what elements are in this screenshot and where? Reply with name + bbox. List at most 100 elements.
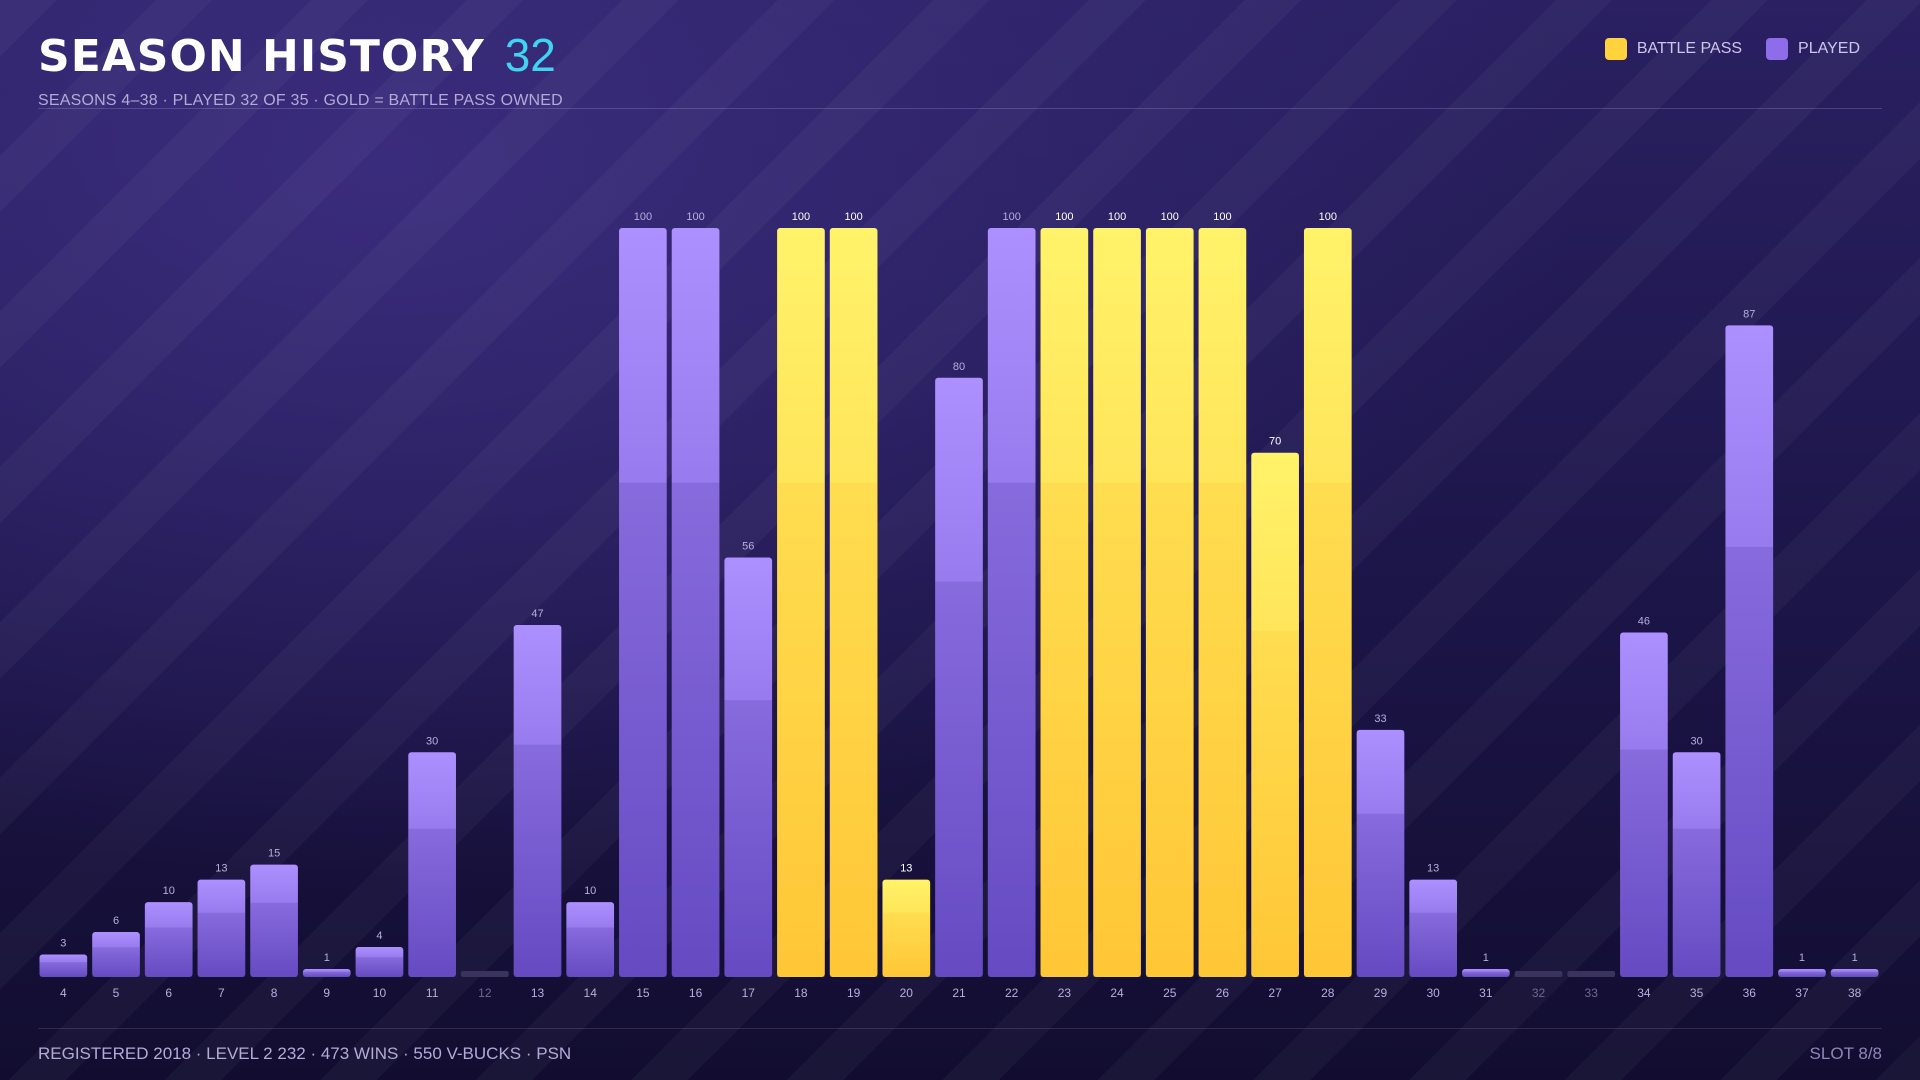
bar-season-23[interactable] [1040, 228, 1089, 977]
x-tick-label-season-20: 20 [900, 986, 914, 1000]
x-tick-label-season-7: 7 [218, 986, 225, 1000]
bar-season-18[interactable] [777, 228, 825, 977]
bar-value-label-season-37: 1 [1799, 952, 1805, 964]
bar-season-20[interactable] [882, 879, 931, 977]
bar-value-label-season-18: 100 [792, 211, 810, 223]
x-tick-label-season-4: 4 [60, 986, 67, 1000]
x-tick-label-season-19: 19 [847, 986, 861, 1000]
bar-value-label-season-7: 13 [215, 863, 227, 875]
legend-label-battle-pass: BATTLE PASS [1636, 40, 1743, 57]
bar-shade-season-25 [1145, 482, 1194, 977]
bar-season-14[interactable] [566, 902, 615, 977]
bar-value-label-season-20: 13 [900, 863, 912, 875]
bar-shade-season-31 [1462, 971, 1510, 977]
bar-season-6[interactable] [144, 902, 193, 977]
bar-value-label-season-8: 15 [268, 848, 280, 860]
legend-label-played: PLAYED [1798, 40, 1860, 57]
bar-season-30[interactable] [1409, 879, 1458, 977]
bar-season-38[interactable] [1830, 969, 1879, 977]
bar-empty-season-32 [1514, 971, 1563, 977]
x-tick-label-season-31: 31 [1479, 986, 1493, 1000]
bar-shade-season-8 [250, 902, 298, 977]
bar-season-31[interactable] [1462, 969, 1510, 977]
bar-season-16[interactable] [671, 228, 720, 977]
bar-shade-season-30 [1409, 912, 1458, 977]
x-tick-label-season-10: 10 [373, 986, 387, 1000]
bar-shade-season-11 [408, 828, 456, 977]
bar-shade-season-18 [777, 482, 825, 977]
bar-value-label-season-36: 87 [1743, 308, 1755, 320]
bar-season-26[interactable] [1198, 228, 1247, 977]
x-tick-label-season-25: 25 [1163, 986, 1177, 1000]
x-tick-label-season-29: 29 [1374, 986, 1388, 1000]
x-tick-label-season-17: 17 [742, 986, 756, 1000]
bar-season-28[interactable] [1303, 228, 1352, 977]
x-tick-label-season-5: 5 [113, 986, 120, 1000]
bar-value-label-season-6: 10 [163, 885, 175, 897]
bar-season-25[interactable] [1145, 228, 1194, 977]
x-tick-label-season-8: 8 [271, 986, 278, 1000]
bar-shade-season-36 [1725, 546, 1774, 977]
x-tick-label-season-32: 32 [1532, 986, 1546, 1000]
bar-season-5[interactable] [92, 932, 140, 977]
bar-shade-season-13 [513, 744, 562, 977]
bar-value-label-season-31: 1 [1483, 952, 1489, 964]
x-tick-label-season-34: 34 [1637, 986, 1651, 1000]
bar-value-label-season-5: 6 [113, 915, 119, 927]
legend-item-played: PLAYED [1766, 38, 1860, 60]
x-tick-label-season-36: 36 [1743, 986, 1757, 1000]
page-subtitle: SEASONS 4–38 · PLAYED 32 OF 35 · GOLD = … [38, 92, 563, 109]
legend-swatch-purple [1766, 38, 1789, 60]
bar-season-27[interactable] [1251, 452, 1299, 977]
bar-season-22[interactable] [987, 228, 1036, 977]
bar-shade-season-38 [1830, 971, 1879, 977]
bar-season-36[interactable] [1725, 325, 1774, 977]
bar-season-37[interactable] [1778, 969, 1826, 977]
bar-shade-season-17 [724, 700, 773, 977]
bar-value-label-season-17: 56 [742, 541, 754, 553]
bar-season-21[interactable] [935, 377, 983, 977]
x-tick-label-season-11: 11 [426, 986, 439, 1000]
legend-swatch-gold [1604, 38, 1627, 60]
bar-shade-season-5 [92, 947, 140, 977]
bar-season-4[interactable] [39, 954, 88, 977]
bar-season-8[interactable] [250, 864, 298, 977]
bar-season-15[interactable] [619, 228, 667, 977]
bar-season-13[interactable] [513, 624, 562, 977]
bar-value-label-season-34: 46 [1638, 615, 1650, 627]
x-tick-label-season-18: 18 [794, 986, 808, 1000]
bar-season-9[interactable] [302, 969, 351, 977]
x-tick-label-season-28: 28 [1321, 986, 1335, 1000]
x-tick-label-season-24: 24 [1110, 986, 1124, 1000]
bar-value-label-season-22: 100 [1003, 211, 1021, 223]
legend: BATTLE PASS PLAYED [1604, 38, 1860, 60]
bar-season-19[interactable] [829, 228, 878, 977]
header-divider [38, 108, 1882, 109]
bar-value-label-season-30: 13 [1427, 863, 1439, 875]
bar-season-34[interactable] [1620, 632, 1668, 977]
bar-shade-season-23 [1040, 482, 1089, 977]
bar-shade-season-24 [1093, 482, 1141, 977]
bar-value-label-season-15: 100 [634, 211, 652, 223]
bar-value-label-season-25: 100 [1161, 211, 1179, 223]
bar-season-10[interactable] [355, 947, 404, 977]
bar-value-label-season-24: 100 [1108, 211, 1126, 223]
x-tick-label-season-30: 30 [1426, 986, 1440, 1000]
bar-shade-season-21 [935, 581, 983, 977]
bar-value-label-season-28: 100 [1319, 211, 1337, 223]
bar-value-label-season-29: 33 [1374, 713, 1386, 725]
bar-shade-season-22 [987, 482, 1036, 977]
bar-empty-season-33 [1567, 971, 1616, 977]
legend-item-battle-pass: BATTLE PASS [1604, 38, 1743, 60]
x-tick-label-season-13: 13 [531, 986, 545, 1000]
bar-season-17[interactable] [724, 557, 773, 977]
bar-value-label-season-11: 30 [426, 735, 438, 747]
bar-season-7[interactable] [197, 879, 246, 977]
x-tick-label-season-33: 33 [1585, 986, 1599, 1000]
bar-season-35[interactable] [1672, 752, 1721, 977]
bar-season-29[interactable] [1356, 729, 1405, 977]
bar-season-11[interactable] [408, 752, 456, 977]
bar-season-24[interactable] [1093, 228, 1141, 977]
bar-shade-season-26 [1198, 482, 1247, 977]
